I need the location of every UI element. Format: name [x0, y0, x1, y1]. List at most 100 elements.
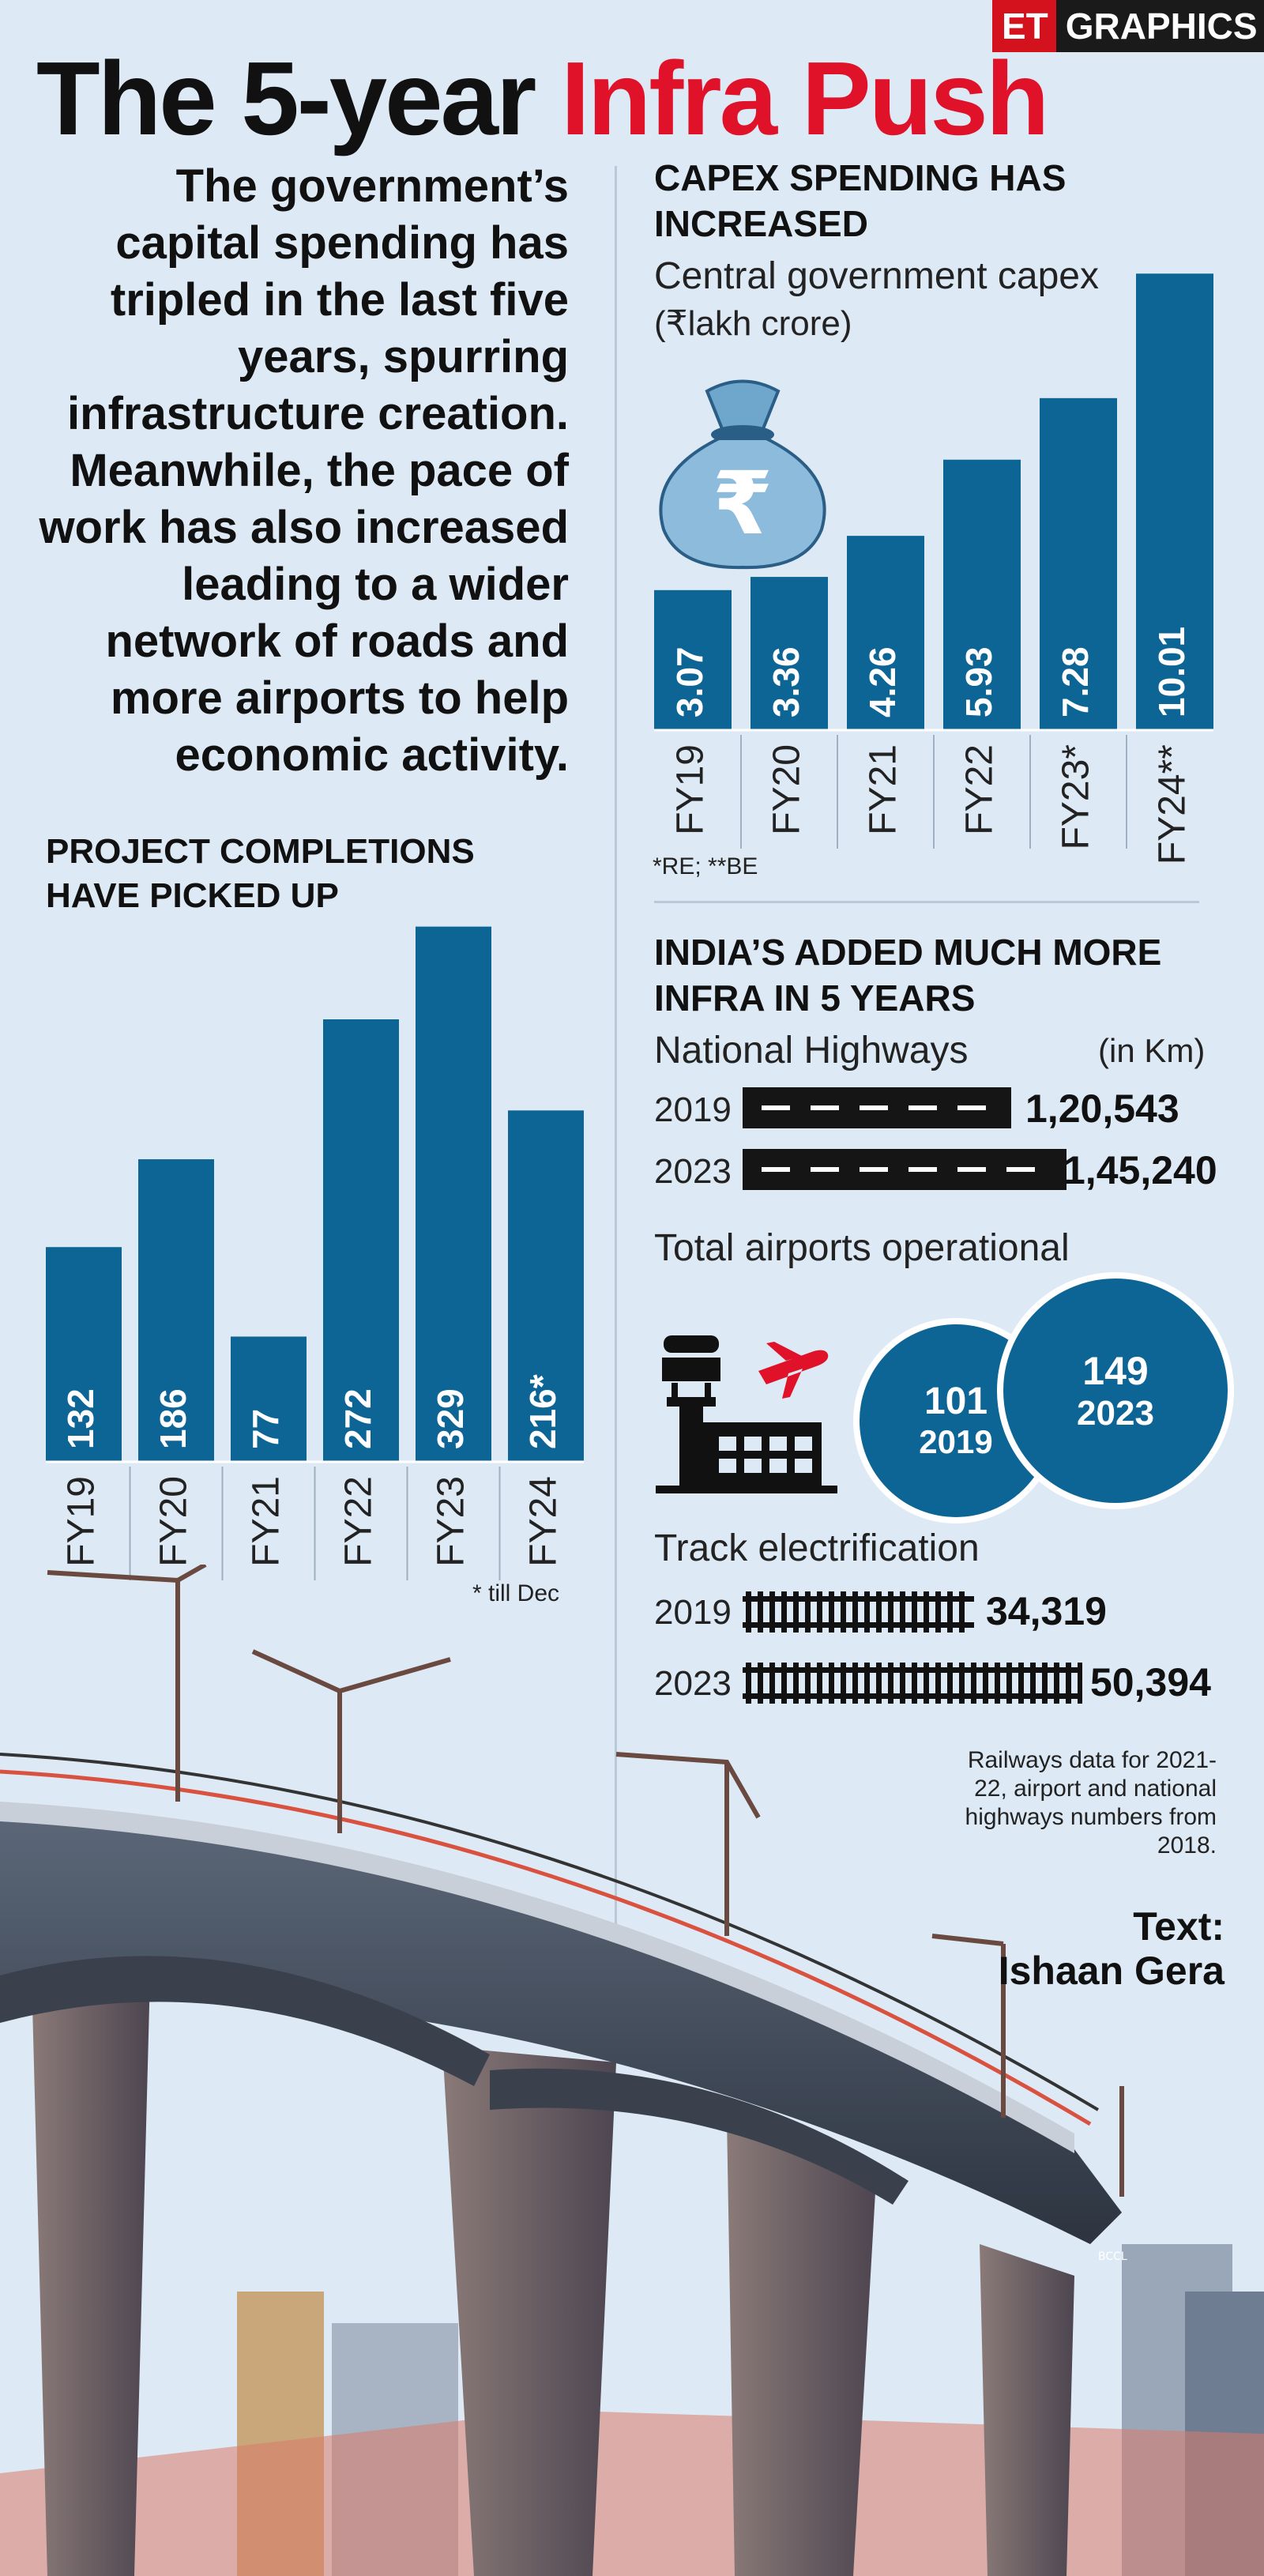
projects-footnote: * till Dec — [472, 1580, 560, 1606]
flyover-illustration: BCCL — [0, 1565, 1264, 2576]
track-bar-2019 — [743, 1591, 974, 1633]
bar — [231, 1336, 307, 1462]
road-dash — [762, 1105, 790, 1110]
airport-icon — [656, 1335, 837, 1493]
category-label: FY19 — [61, 1476, 103, 1567]
capex-chart: 3.07 FY19 3.36 FY20 4.26 FY21 5.93 FY22 7.28 FY23… — [654, 273, 1213, 864]
rail-sleeper — [1018, 1663, 1024, 1704]
bar — [943, 459, 1021, 730]
svg-text:₹: ₹ — [713, 453, 773, 554]
rail-sleeper — [876, 1663, 882, 1704]
highways-year-2019: 2019 — [654, 1090, 732, 1129]
highway-bar-2019 — [743, 1087, 1011, 1128]
rail-sleeper — [995, 1663, 1000, 1704]
highways-value-2023: 1,45,240 — [1063, 1148, 1217, 1192]
rail-sleeper — [947, 1591, 953, 1633]
rail-sleeper — [1042, 1663, 1048, 1704]
category-label: FY24** — [1152, 744, 1194, 864]
bar — [1136, 273, 1213, 730]
capex-unit: (₹lakh crore) — [654, 304, 852, 343]
rail-top — [743, 1596, 974, 1602]
highways-unit: (in Km) — [1098, 1032, 1206, 1069]
rail-sleeper — [888, 1591, 893, 1633]
category-label: FY23 — [431, 1476, 472, 1567]
rail-sleeper — [817, 1663, 822, 1704]
category-label: FY20 — [153, 1476, 195, 1567]
category-label: FY24 — [523, 1476, 565, 1567]
intro-text: The government’s capital spending has tr… — [39, 160, 569, 781]
rail-sleeper — [1078, 1663, 1082, 1704]
bar-value-label: 4.26 — [862, 646, 903, 717]
airports-value-2023: 149 — [1082, 1349, 1149, 1393]
rail-sleeper — [876, 1591, 882, 1633]
rail-sleeper — [829, 1591, 834, 1633]
highways-year-2023: 2023 — [654, 1152, 732, 1191]
rail-sleeper — [769, 1591, 775, 1633]
bar — [654, 589, 732, 730]
bar — [847, 536, 924, 730]
bar-value-label: 186 — [152, 1388, 194, 1449]
bar — [416, 926, 491, 1462]
rail-sleeper — [900, 1591, 905, 1633]
category-label: FY20 — [766, 744, 808, 835]
category-label: FY21 — [246, 1476, 288, 1567]
track-year-2023: 2023 — [654, 1664, 732, 1703]
capex-subtitle: Central government capex — [654, 255, 1099, 297]
highway-bar-2023 — [743, 1149, 1066, 1190]
rail-sleeper — [805, 1663, 811, 1704]
road-dash — [908, 1167, 937, 1172]
rail-sleeper — [947, 1663, 953, 1704]
rail-sleeper — [841, 1591, 846, 1633]
road-dash — [860, 1167, 888, 1172]
rail-sleeper — [971, 1663, 976, 1704]
rail-sleeper — [841, 1663, 846, 1704]
bar-value-label: 7.28 — [1055, 646, 1096, 717]
rail-sleeper — [852, 1591, 858, 1633]
rail-sleeper — [793, 1591, 799, 1633]
money-bag-icon: ₹ — [659, 379, 826, 570]
et-logo-mark: ET — [992, 0, 1056, 52]
rail-sleeper — [805, 1591, 811, 1633]
capex-heading: CAPEX SPENDING HAS INCREASED — [654, 157, 1066, 244]
rail-sleeper — [746, 1591, 751, 1633]
rail-sleeper — [758, 1591, 763, 1633]
column-divider — [615, 166, 617, 2062]
data-note: Railways data for 2021-22, airport and n… — [965, 1747, 1217, 1859]
airports-year-2023: 2023 — [1077, 1394, 1154, 1433]
rail-sleeper — [769, 1663, 775, 1704]
bar-value-label: 216* — [522, 1374, 563, 1449]
rail-sleeper — [781, 1591, 787, 1633]
byline-label: Text: — [1133, 1904, 1224, 1949]
airports-circle-2023: 149 2023 — [997, 1272, 1234, 1509]
bar-value-label: 132 — [60, 1388, 101, 1449]
graphics-label: GRAPHICS — [1055, 0, 1264, 52]
bar-value-label: 272 — [337, 1388, 378, 1449]
bar — [508, 1110, 584, 1462]
rail-sleeper — [1066, 1663, 1071, 1704]
category-label: FY22 — [959, 744, 1001, 835]
rail-sleeper — [900, 1663, 905, 1704]
byline-name: Ishaan Gera — [998, 1949, 1224, 1993]
projects-chart: 132 FY19 186 FY20 77 FY21 272 FY22 329 FY23 216* FY… — [46, 926, 584, 1580]
rail-sleeper — [912, 1591, 917, 1633]
bar-value-label: 10.01 — [1151, 627, 1192, 717]
title-part-1: The 5-year — [36, 40, 561, 156]
bar-value-label: 3.07 — [669, 646, 710, 717]
rail-sleeper — [912, 1663, 917, 1704]
rail-sleeper — [864, 1591, 870, 1633]
byline: Text: Ishaan Gera — [916, 1904, 1224, 1993]
rail-sleeper — [758, 1663, 763, 1704]
bar-value-label: 329 — [430, 1388, 471, 1449]
projects-heading: PROJECT COMPLETIONS HAVE PICKED UP — [46, 832, 475, 915]
rail-sleeper — [817, 1591, 822, 1633]
rail-sleeper — [983, 1663, 988, 1704]
category-label: FY22 — [338, 1476, 380, 1567]
bar-value-label: 5.93 — [958, 646, 999, 717]
road-dash — [957, 1105, 986, 1110]
rail-sleeper — [888, 1663, 893, 1704]
track-value-2023: 50,394 — [1090, 1660, 1211, 1704]
et-graphics-logo: ET GRAPHICS — [992, 0, 1264, 52]
page-title: The 5-year Infra Push — [36, 40, 1049, 156]
bar-value-label: 77 — [245, 1409, 286, 1449]
rail-sleeper — [852, 1663, 858, 1704]
